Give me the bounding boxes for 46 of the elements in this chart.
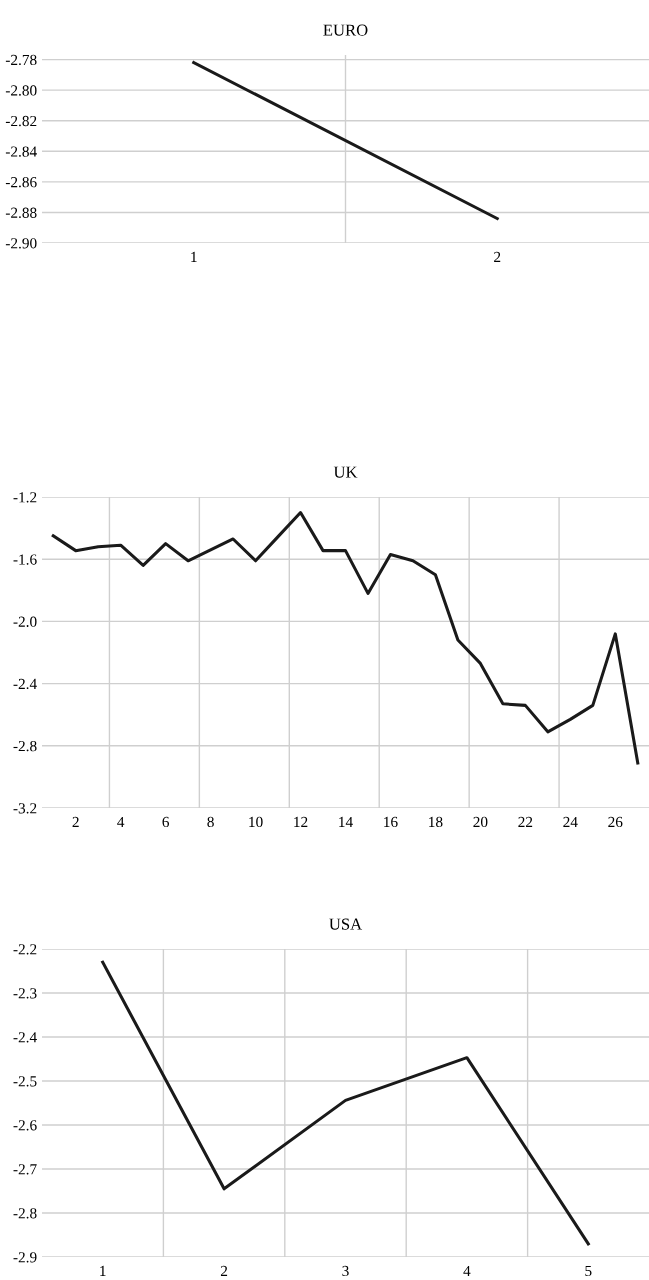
y-tick-label: -2.82 bbox=[5, 115, 37, 127]
y-tick-label: -2.80 bbox=[5, 85, 37, 96]
y-tick-label: -2.3 bbox=[13, 988, 37, 999]
x-tick-label: 20 bbox=[473, 816, 488, 828]
x-tick-label: 4 bbox=[463, 1265, 471, 1276]
x-tick-label: 16 bbox=[384, 816, 398, 828]
x-tick-label: 2 bbox=[494, 251, 501, 262]
y-tick-label: -2.90 bbox=[5, 238, 37, 249]
y-tick-label: -2.8 bbox=[13, 1208, 37, 1219]
y-tick-label: -2.4 bbox=[13, 678, 37, 690]
x-tick-label: 8 bbox=[207, 816, 214, 828]
x-tick-label: 10 bbox=[249, 816, 263, 828]
y-tick-label: -2.84 bbox=[5, 146, 37, 157]
chart-title: EURO bbox=[323, 24, 368, 36]
x-tick-label: 12 bbox=[294, 816, 308, 827]
x-tick-label: 3 bbox=[342, 1265, 349, 1277]
y-tick-label: -2.2 bbox=[13, 944, 37, 955]
y-tick-label: -2.86 bbox=[5, 177, 37, 188]
y-tick-label: -2.0 bbox=[13, 616, 37, 627]
x-tick-label: 18 bbox=[429, 816, 443, 828]
x-tick-label: 4 bbox=[117, 816, 125, 827]
x-tick-label: 2 bbox=[220, 1265, 228, 1276]
y-tick-label: -2.6 bbox=[13, 1120, 37, 1131]
x-tick-label: 1 bbox=[191, 251, 197, 262]
x-tick-label: 6 bbox=[162, 816, 170, 828]
line-series bbox=[51, 511, 640, 765]
y-tick-label: -2.88 bbox=[5, 207, 37, 218]
x-tick-label: 24 bbox=[563, 816, 578, 827]
y-tick-label: -2.5 bbox=[13, 1076, 37, 1087]
x-tick-label: 1 bbox=[100, 1265, 106, 1276]
y-tick-label: -1.6 bbox=[13, 554, 37, 565]
y-tick-label: -1.2 bbox=[13, 492, 37, 503]
x-tick-label: 5 bbox=[585, 1265, 592, 1277]
chart-title: UK bbox=[333, 466, 358, 478]
x-tick-label: 22 bbox=[518, 816, 533, 827]
chart-title: USA bbox=[329, 918, 363, 930]
y-tick-label: -3.2 bbox=[13, 803, 37, 814]
x-tick-label: 14 bbox=[339, 816, 353, 827]
y-tick-label: -2.78 bbox=[5, 54, 37, 66]
x-tick-label: 26 bbox=[608, 816, 623, 828]
x-tick-label: 2 bbox=[72, 816, 79, 827]
y-tick-label: -2.8 bbox=[13, 740, 37, 752]
line-series bbox=[101, 960, 590, 1246]
y-tick-label: -2.4 bbox=[13, 1032, 37, 1043]
y-tick-label: -2.7 bbox=[13, 1164, 37, 1175]
y-tick-label: -2.9 bbox=[13, 1252, 37, 1263]
